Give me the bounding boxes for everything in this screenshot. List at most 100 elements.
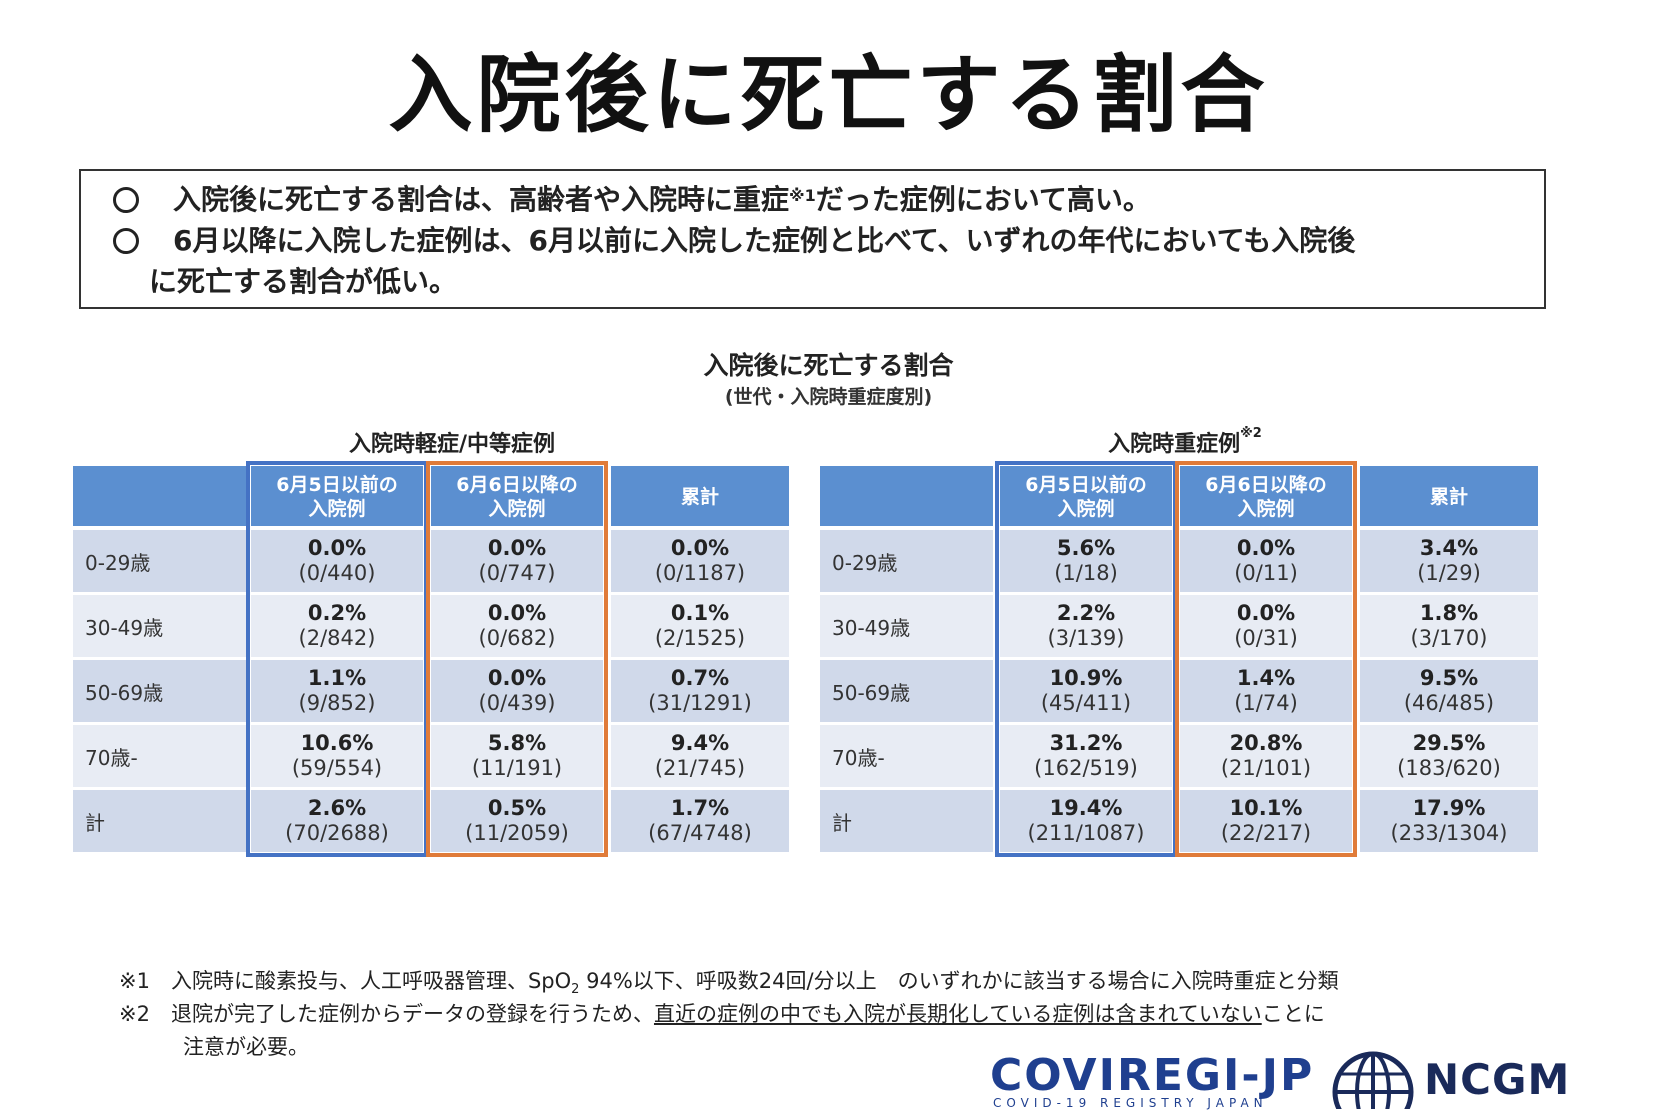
summary-text: に死亡する割合が低い。: [149, 265, 458, 298]
cell-percentage: 0.0%: [1236, 601, 1296, 625]
cell-percentage: 3.4%: [1419, 536, 1479, 560]
summary-point: 6月以降に入院した症例は、6月以前に入院した症例と比べて、いずれの年代においても…: [97, 220, 1528, 261]
mortality-table-mild: 6月5日以前の 入院例 6月6日以降の 入院例 累計 0-29歳 0.0% (0/440)…: [73, 461, 789, 857]
data-cell: 0.1% (2/1525): [611, 595, 789, 657]
column-header: 累計: [611, 466, 789, 526]
cell-percentage: 19.4%: [1049, 796, 1123, 820]
cell-percentage: 0.0%: [487, 666, 547, 690]
cell-fraction: (1/29): [1417, 561, 1481, 585]
column-header: 6月6日以降の 入院例: [431, 466, 603, 526]
cell-percentage: 10.6%: [300, 731, 374, 755]
data-cell: 0.0% (0/440): [251, 530, 423, 592]
cell-fraction: (11/191): [471, 756, 563, 780]
cell-percentage: 0.0%: [487, 601, 547, 625]
footnote-mark: ※2: [119, 1002, 150, 1026]
data-cell: 17.9% (233/1304): [1360, 790, 1538, 852]
cell-percentage: 1.7%: [670, 796, 730, 820]
data-cell: 20.8% (21/101): [1180, 725, 1352, 787]
cell-fraction: (162/519): [1034, 756, 1138, 780]
data-cell: 9.4% (21/745): [611, 725, 789, 787]
cell-percentage: 9.5%: [1419, 666, 1479, 690]
column-header: 累計: [1360, 466, 1538, 526]
data-cell: 2.2% (3/139): [1000, 595, 1172, 657]
cell-fraction: (3/170): [1410, 626, 1488, 650]
cell-fraction: (233/1304): [1390, 821, 1508, 845]
data-cell: 29.5% (183/620): [1360, 725, 1538, 787]
cell-fraction: (9/852): [298, 691, 376, 715]
row-label: 30-49歳: [73, 595, 246, 657]
footnote-ref: ※1: [789, 186, 816, 205]
chart-title: 入院後に死亡する割合: [703, 351, 954, 380]
table-title-text: 入院時軽症/中等症例: [348, 432, 556, 457]
data-cell: 5.6% (1/18): [1000, 530, 1172, 592]
after-june-column-frame: [1175, 461, 1357, 857]
header-blank-cell: [73, 466, 246, 526]
cell-percentage: 0.1%: [670, 601, 730, 625]
after-june-column-frame: [426, 461, 608, 857]
coviregi-logo: COVIREGI-JP: [990, 1050, 1315, 1101]
cell-percentage: 0.0%: [1236, 536, 1296, 560]
data-cell: 1.1% (9/852): [251, 660, 423, 722]
data-cell: 0.0% (0/11): [1180, 530, 1352, 592]
data-cell: 10.9% (45/411): [1000, 660, 1172, 722]
footnote-1: ※1 入院時に酸素投与、人工呼吸器管理、SpO2 94%以下、呼吸数24回/分以…: [119, 966, 1339, 1005]
cell-percentage: 9.4%: [670, 731, 730, 755]
cell-percentage: 17.9%: [1412, 796, 1486, 820]
cell-percentage: 10.1%: [1229, 796, 1303, 820]
data-cell: 10.6% (59/554): [251, 725, 423, 787]
cell-percentage: 1.1%: [307, 666, 367, 690]
summary-text: 6月以降に入院した症例は、6月以前に入院した症例と比べて、いずれの年代においても…: [173, 224, 1356, 257]
cell-fraction: (0/1187): [654, 561, 746, 585]
data-cell: 0.0% (0/1187): [611, 530, 789, 592]
coviregi-logo-subtitle: COVID-19 REGISTRY JAPAN: [993, 1096, 1268, 1110]
data-cell: 5.8% (11/191): [431, 725, 603, 787]
column-header: 6月5日以前の 入院例: [1000, 466, 1172, 526]
cell-percentage: 1.4%: [1236, 666, 1296, 690]
cell-percentage: 0.0%: [307, 536, 367, 560]
cell-fraction: (21/745): [654, 756, 746, 780]
row-label: 30-49歳: [820, 595, 993, 657]
cell-percentage: 0.0%: [670, 536, 730, 560]
ncgm-logo: NCGM: [1424, 1055, 1571, 1104]
cell-fraction: (0/682): [478, 626, 556, 650]
before-june-column-frame: [246, 461, 428, 857]
data-cell: 1.7% (67/4748): [611, 790, 789, 852]
data-cell: 0.0% (0/31): [1180, 595, 1352, 657]
footnote-text: 退院が完了した症例からデータの登録を行うため、: [170, 1002, 654, 1026]
header-blank-cell: [820, 466, 993, 526]
cell-percentage: 0.7%: [670, 666, 730, 690]
cell-percentage: 31.2%: [1049, 731, 1123, 755]
cell-fraction: (2/1525): [654, 626, 746, 650]
cell-percentage: 29.5%: [1412, 731, 1486, 755]
summary-point: 入院後に死亡する割合は、高齢者や入院時に重症※1だった症例において高い。: [97, 179, 1528, 220]
circle-bullet-icon: [113, 187, 139, 213]
cell-fraction: (46/485): [1403, 691, 1495, 715]
before-june-column-frame: [995, 461, 1177, 857]
cell-fraction: (3/139): [1047, 626, 1125, 650]
cell-fraction: (59/554): [291, 756, 383, 780]
data-cell: 0.7% (31/1291): [611, 660, 789, 722]
cell-fraction: (0/31): [1234, 626, 1298, 650]
cell-fraction: (183/620): [1397, 756, 1501, 780]
cell-fraction: (2/842): [298, 626, 376, 650]
cell-fraction: (67/4748): [648, 821, 752, 845]
footnote-underlined-text: 直近の症例の中でも入院が長期化している症例は含まれていない: [653, 1002, 1262, 1026]
data-cell: 1.8% (3/170): [1360, 595, 1538, 657]
summary-point-continued: に死亡する割合が低い。: [97, 261, 1528, 302]
data-cell: 0.0% (0/682): [431, 595, 603, 657]
cell-fraction: (21/101): [1220, 756, 1312, 780]
cell-percentage: 20.8%: [1229, 731, 1303, 755]
cell-percentage: 2.6%: [307, 796, 367, 820]
cell-fraction: (31/1291): [648, 691, 752, 715]
chart-subtitle: (世代・入院時重症度別): [724, 386, 933, 408]
table-title-text: 入院時重症例: [1108, 432, 1241, 457]
cell-percentage: 0.2%: [307, 601, 367, 625]
row-label: 0-29歳: [73, 530, 246, 592]
data-cell: 31.2% (162/519): [1000, 725, 1172, 787]
data-cell: 0.2% (2/842): [251, 595, 423, 657]
data-cell: 2.6% (70/2688): [251, 790, 423, 852]
page-title: 入院後に死亡する割合: [388, 46, 1269, 144]
cell-percentage: 1.8%: [1419, 601, 1479, 625]
mortality-table-severe: 6月5日以前の 入院例 6月6日以降の 入院例 累計 0-29歳 5.6% (1/18) 0…: [820, 461, 1538, 857]
footnote-ref: ※2: [1240, 426, 1262, 441]
